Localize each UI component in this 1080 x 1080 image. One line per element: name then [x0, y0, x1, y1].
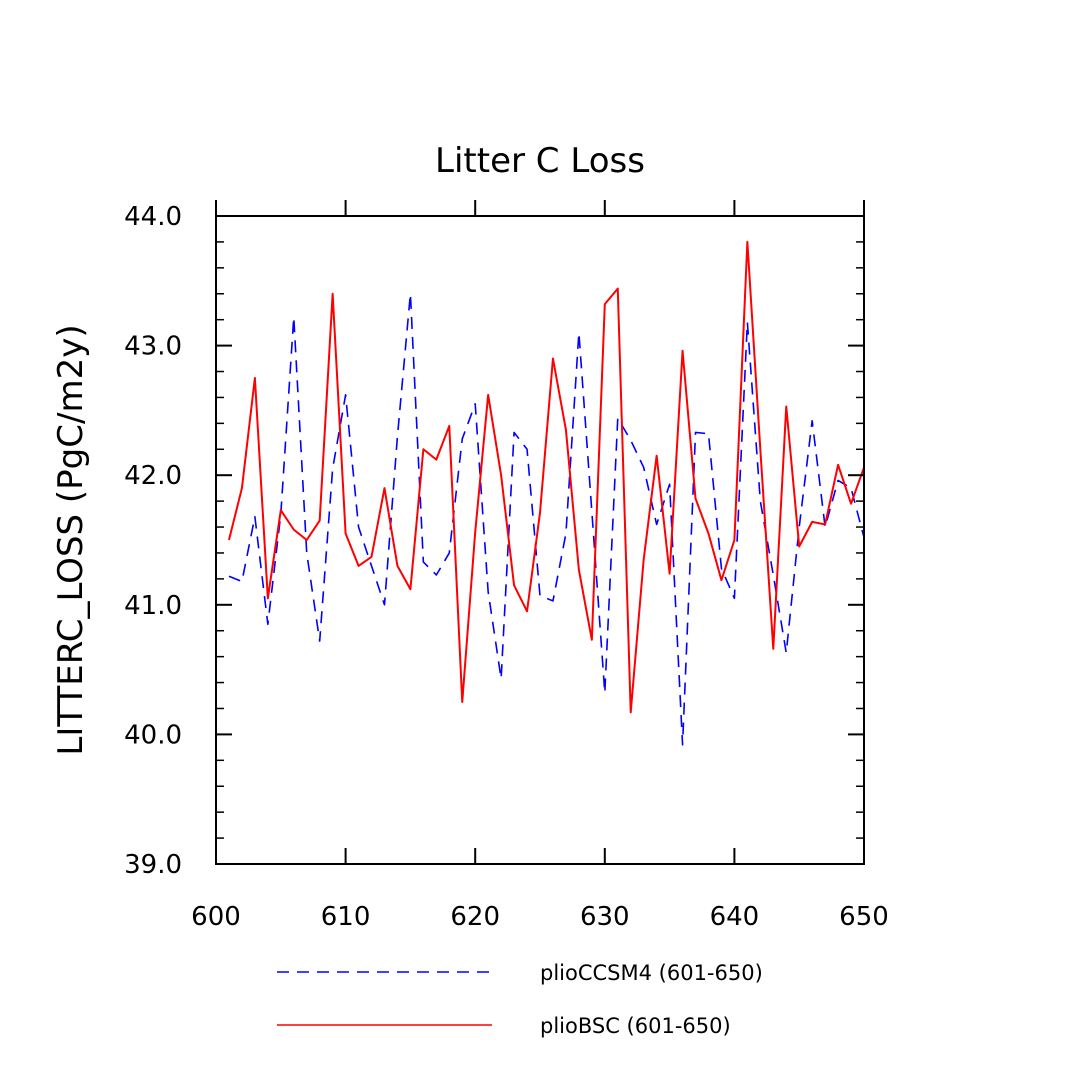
x-tick-label: 620 — [450, 902, 500, 932]
y-tick-label: 44.0 — [124, 202, 182, 232]
x-tick-label: 610 — [321, 902, 371, 932]
legend-label-pliobsc: plioBSC (601-650) — [540, 1014, 731, 1038]
y-tick-label: 42.0 — [124, 461, 182, 491]
plot-frame — [215, 215, 865, 865]
legend-label-pliocCSM4: plioCCSM4 (601-650) — [540, 961, 763, 985]
chart-title: Litter C Loss — [435, 141, 645, 181]
y-tick-label: 43.0 — [124, 332, 182, 362]
x-tick-labels: 600 610 620 630 640 650 — [191, 902, 889, 932]
x-tick-label: 600 — [191, 902, 241, 932]
y-axis-label: LITTERC_LOSS (PgC/m2y) — [51, 324, 91, 755]
x-tick-label: 640 — [710, 902, 760, 932]
series-line-1 — [227, 240, 865, 714]
y-tick-labels: 39.0 40.0 41.0 42.0 43.0 44.0 — [124, 202, 182, 880]
y-tick-label: 39.0 — [124, 850, 182, 880]
series-line-0 — [228, 292, 865, 746]
y-tick-label: 41.0 — [124, 591, 182, 621]
y-tick-label: 40.0 — [124, 720, 182, 750]
x-tick-label: 630 — [580, 902, 630, 932]
series-layer — [227, 240, 865, 746]
legend: plioCCSM4 (601-650) plioBSC (601-650) — [277, 961, 763, 1038]
x-tick-label: 650 — [839, 902, 889, 932]
ticks-layer — [215, 200, 865, 865]
